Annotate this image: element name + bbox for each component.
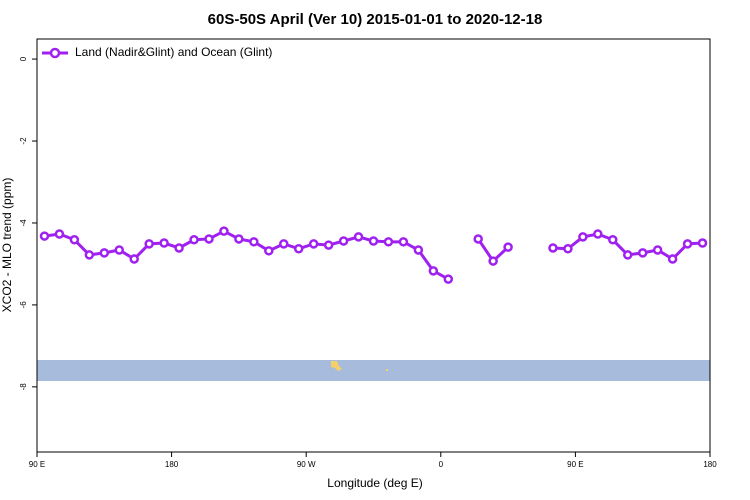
- point: [503, 242, 513, 252]
- y-tick-label: -4: [19, 219, 28, 227]
- point: [99, 248, 110, 258]
- x-tick-label: 0: [439, 460, 444, 469]
- point: [473, 234, 483, 244]
- point: [129, 254, 139, 264]
- map-land: [386, 369, 388, 371]
- point: [144, 239, 154, 249]
- point: [578, 232, 588, 242]
- y-tick-label: -2: [19, 137, 28, 145]
- point: [174, 243, 184, 253]
- point: [353, 232, 364, 242]
- map-strip: [37, 360, 710, 381]
- x-tick-label: 90 E: [567, 460, 583, 469]
- y-tick-label: -6: [19, 301, 28, 309]
- point: [114, 245, 125, 255]
- point: [338, 236, 349, 246]
- x-tick-label: 180: [165, 460, 179, 469]
- point: [279, 239, 289, 249]
- point: [622, 250, 633, 260]
- point: [682, 239, 693, 249]
- point: [234, 234, 244, 244]
- y-tick-label: -8: [19, 383, 28, 391]
- point: [39, 231, 50, 241]
- x-tick-label: 180: [703, 460, 717, 469]
- point: [308, 239, 319, 249]
- point: [398, 237, 409, 247]
- x-tick-label: 90 W: [297, 460, 316, 469]
- point: [548, 243, 558, 253]
- legend-marker: [49, 47, 61, 59]
- chart-title: 60S-50S April (Ver 10) 2015-01-01 to 202…: [208, 11, 543, 28]
- point: [652, 245, 663, 255]
- point: [413, 245, 424, 255]
- point: [383, 237, 394, 247]
- point: [667, 254, 678, 264]
- point: [204, 234, 214, 244]
- point: [159, 238, 169, 248]
- point: [593, 229, 603, 239]
- point: [293, 244, 304, 254]
- x-tick-label: 90 E: [29, 460, 45, 469]
- point: [697, 238, 708, 248]
- point: [608, 235, 618, 245]
- y-axis-label: XCO2 - MLO trend (ppm): [0, 178, 14, 313]
- point: [488, 256, 498, 266]
- point: [69, 235, 80, 245]
- point: [54, 229, 65, 239]
- y-tick-label: 0: [19, 56, 28, 61]
- legend-label: Land (Nadir&Glint) and Ocean (Glint): [75, 45, 272, 59]
- point: [428, 266, 439, 276]
- point: [189, 235, 199, 245]
- point: [637, 248, 648, 258]
- point: [249, 237, 259, 247]
- plot-frame: [36, 38, 711, 453]
- map-land: [331, 361, 342, 371]
- point: [84, 250, 95, 260]
- point: [443, 274, 454, 284]
- x-axis-label: Longitude (deg E): [327, 476, 422, 490]
- point: [219, 226, 229, 236]
- point: [323, 240, 334, 250]
- point: [368, 236, 379, 246]
- point: [264, 246, 274, 256]
- point: [563, 244, 573, 254]
